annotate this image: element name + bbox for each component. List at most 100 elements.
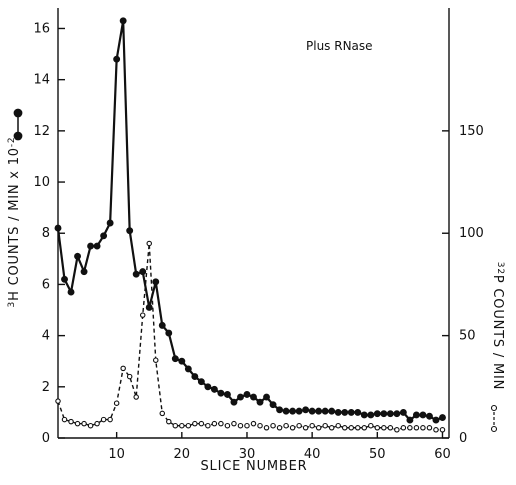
series-3h-point-21 xyxy=(184,365,192,373)
series-32p-point-18 xyxy=(166,418,172,425)
series-3h-point-54 xyxy=(399,408,407,416)
series-3h-point-58 xyxy=(426,412,433,420)
series-32p-point-16 xyxy=(153,357,159,363)
plus-rnase-annotation: Plus RNase xyxy=(306,39,373,53)
y-left-tick-label-12: 12 xyxy=(33,124,50,139)
y-left-tick-label-0: 0 xyxy=(42,431,50,446)
ticks-layer: 10 20 30 40 50 60 0 2 4 6 8 10 12 14 16 0 50 100 150 xyxy=(33,21,483,462)
series-3h-point-28 xyxy=(230,398,238,406)
series-32p-point-34 xyxy=(270,422,276,429)
y-right-tick-label-0: 0 xyxy=(459,431,467,446)
x-tick-label-60: 60 xyxy=(434,447,451,462)
series-3h-point-5 xyxy=(80,268,88,276)
series-3h-point-9 xyxy=(106,219,114,227)
series-3h-point-37 xyxy=(289,407,297,415)
series-32p-point-40 xyxy=(309,422,315,429)
series-32p-point-38 xyxy=(296,422,302,429)
series-3h-point-29 xyxy=(237,393,244,401)
series-32p-point-50 xyxy=(374,425,381,431)
x-axis-title: SLICE NUMBER xyxy=(201,459,308,474)
series-3h-point-53 xyxy=(393,410,401,418)
series-3h-point-1 xyxy=(54,224,62,232)
series-3h-point-34 xyxy=(269,401,277,409)
series-3h-point-22 xyxy=(191,373,199,381)
series-3h-point-23 xyxy=(197,378,205,386)
y-right-tick-label-150: 150 xyxy=(459,124,484,139)
series-32p-point-6 xyxy=(87,422,94,429)
series-32p-point-22 xyxy=(192,420,198,427)
series-3h-line xyxy=(56,20,443,422)
series-32p-point-9 xyxy=(107,416,113,423)
right-axis-title: 32P COUNTS / MIN xyxy=(490,262,505,390)
series-3h-point-31 xyxy=(250,393,257,401)
series-32p-point-55 xyxy=(407,425,413,431)
x-tick-label-40: 40 xyxy=(304,447,321,462)
series-layer xyxy=(54,17,446,433)
series-32p-point-30 xyxy=(244,422,250,429)
series-3h-point-52 xyxy=(386,410,394,418)
series-3h-point-14 xyxy=(139,268,147,276)
legend-layer xyxy=(13,108,498,433)
series-32p-point-8 xyxy=(100,416,107,423)
series-3h-point-32 xyxy=(256,398,264,406)
right-axis-title-superscript: 32 xyxy=(495,262,505,275)
y-left-tick-label-14: 14 xyxy=(33,73,50,88)
x-tick-label-30: 30 xyxy=(239,447,256,462)
series-3h-point-60 xyxy=(439,414,446,421)
series-32p-point-56 xyxy=(413,425,420,431)
series-3h-point-36 xyxy=(282,407,290,415)
legend-3h-bottom-marker xyxy=(13,131,23,141)
series-3h-point-4 xyxy=(74,252,82,260)
series-32p-point-57 xyxy=(420,425,426,431)
series-3h-point-33 xyxy=(263,393,270,401)
series-3h-point-51 xyxy=(380,410,388,418)
series-32p-point-4 xyxy=(74,420,81,427)
legend-32p-bottom-marker xyxy=(490,425,498,433)
series-32p-point-1 xyxy=(55,398,61,404)
series-32p-point-43 xyxy=(328,425,335,431)
x-tick-label-10: 10 xyxy=(108,447,125,462)
series-3h-point-30 xyxy=(243,391,251,398)
series-32p-point-32 xyxy=(257,422,263,429)
series-32p-point-42 xyxy=(322,422,328,429)
series-3h-point-49 xyxy=(367,411,375,419)
series-32p-point-33 xyxy=(263,425,270,431)
series-32p-point-28 xyxy=(231,420,237,427)
series-3h-point-12 xyxy=(126,227,134,235)
left-axis-title-main: H COUNTS / MIN x 10 xyxy=(7,147,22,301)
series-32p-point-3 xyxy=(68,418,74,425)
series-3h-point-10 xyxy=(113,55,121,63)
series-32p-point-13 xyxy=(133,394,139,400)
series-32p-point-36 xyxy=(283,422,289,429)
left-axis-title-superscript: 3 xyxy=(7,301,17,308)
y-left-tick-label-8: 8 xyxy=(42,226,50,241)
series-3h-point-43 xyxy=(328,407,336,415)
series-3h-point-24 xyxy=(204,383,212,391)
right-axis-title-main: P COUNTS / MIN xyxy=(490,275,505,390)
series-3h-point-59 xyxy=(432,416,440,424)
series-32p-point-39 xyxy=(302,425,309,431)
series-32p-point-52 xyxy=(387,425,394,431)
series-32p-point-10 xyxy=(113,400,120,406)
series-32p-point-5 xyxy=(81,420,87,427)
y-right-tick-label-50: 50 xyxy=(459,329,476,344)
series-3h-point-6 xyxy=(87,242,95,250)
series-3h-point-42 xyxy=(321,407,329,415)
series-3h-point-35 xyxy=(276,406,284,414)
series-3h-point-40 xyxy=(308,407,316,415)
series-3h-point-39 xyxy=(302,406,310,414)
y-left-tick-label-10: 10 xyxy=(33,175,50,190)
series-3h-point-41 xyxy=(315,407,323,415)
series-3h-point-57 xyxy=(419,411,427,419)
x-tick-label-20: 20 xyxy=(174,447,191,462)
series-3h-point-19 xyxy=(171,355,179,363)
y-left-tick-label-6: 6 xyxy=(42,277,50,292)
series-3h-point-17 xyxy=(158,321,166,329)
y-left-tick-label-16: 16 xyxy=(33,21,50,36)
series-32p-point-26 xyxy=(218,420,224,427)
series-32p-point-20 xyxy=(179,422,185,429)
series-32p-point-60 xyxy=(439,427,446,433)
series-3h-point-2 xyxy=(61,275,68,283)
series-32p-line xyxy=(57,243,443,431)
